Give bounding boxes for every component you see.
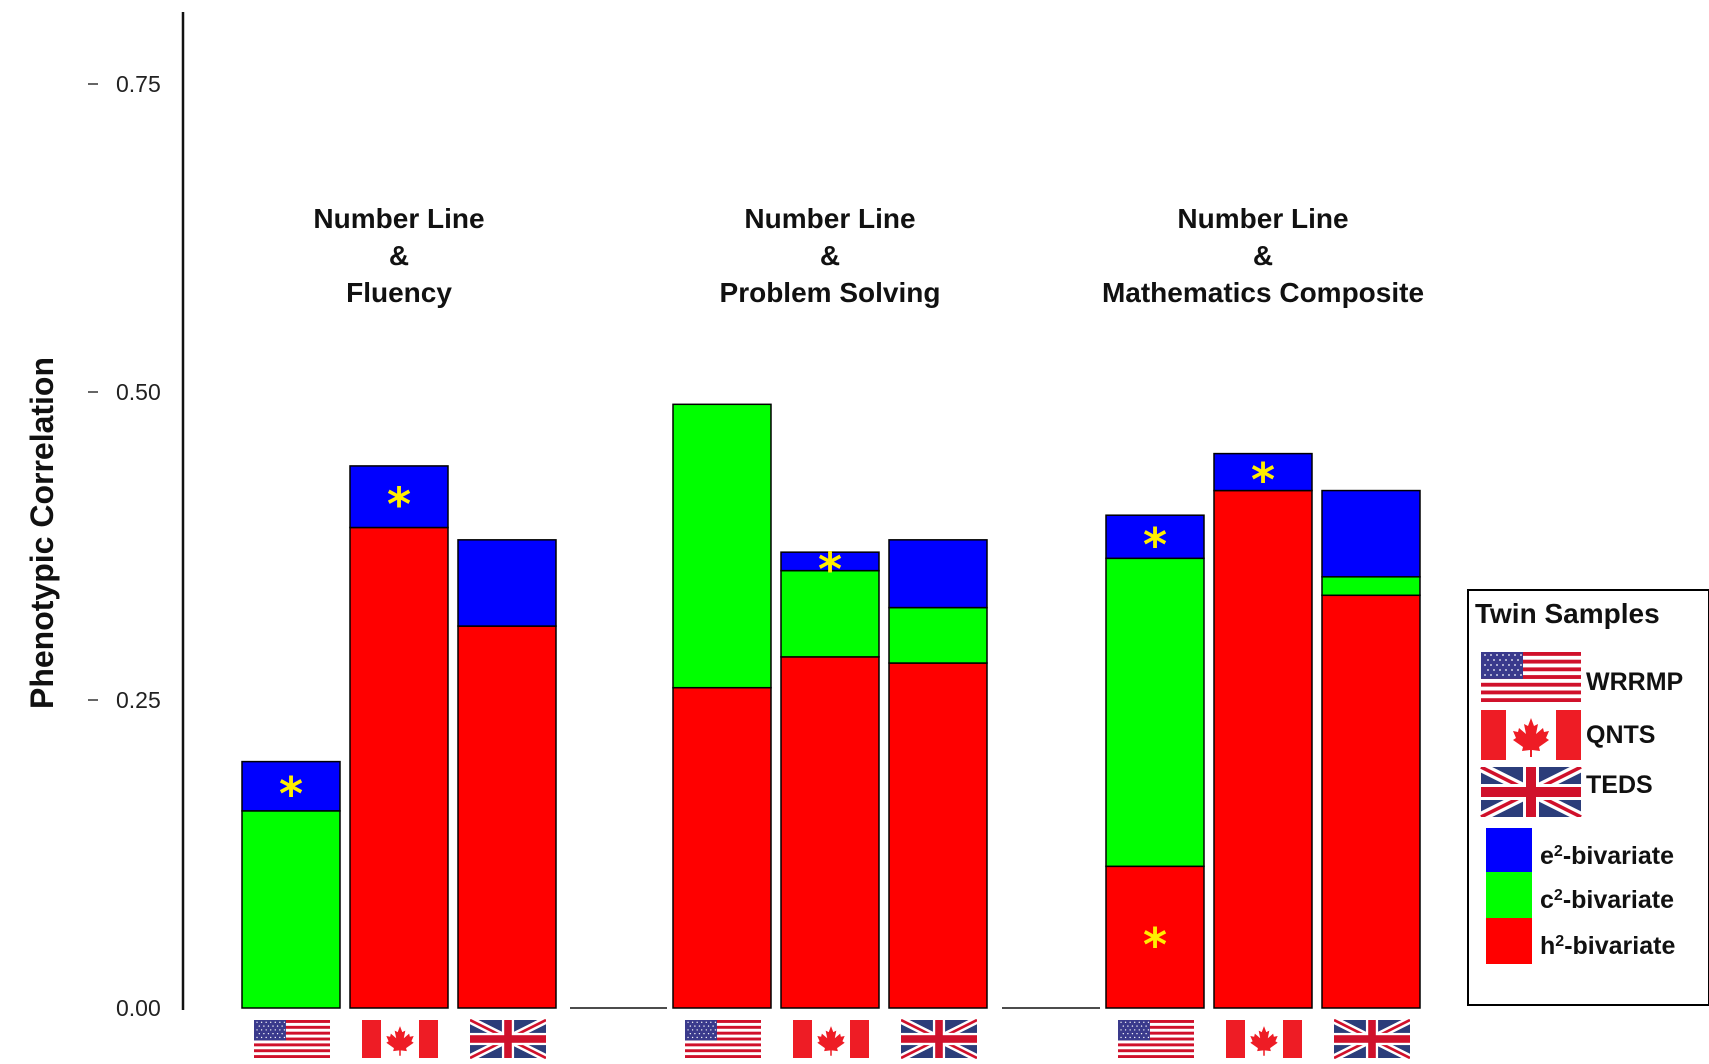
legend: Twin Samples WRRMP QNTS TEDS e2-bivariate c2-… <box>1467 589 1709 1006</box>
group-title-line: & <box>1253 240 1273 271</box>
legend-title: Twin Samples <box>1475 598 1660 629</box>
bar-stack <box>1321 489 1421 1009</box>
bar-segment-e2 <box>1105 514 1205 560</box>
significance-star: * <box>818 542 842 596</box>
legend-component-label: e2-bivariate <box>1540 842 1674 870</box>
group-title-line: Mathematics Composite <box>1102 277 1424 308</box>
x-axis-flags <box>254 1020 1410 1058</box>
canada-flag-icon <box>1226 1020 1302 1058</box>
group-title-line: Fluency <box>346 277 452 308</box>
bar-segment-c2 <box>1321 576 1421 597</box>
uk-flag-icon <box>1334 1020 1410 1058</box>
bar-segment-e2 <box>457 539 557 627</box>
legend-component-label: c2-bivariate <box>1540 886 1674 914</box>
us-flag-icon <box>685 1020 761 1058</box>
bar-stack: * <box>1213 452 1313 1009</box>
group-title-line: Number Line <box>313 203 484 234</box>
significance-star: * <box>1143 518 1167 572</box>
bar-segment-h2 <box>349 526 449 1009</box>
bar-segment-h2 <box>780 656 880 1009</box>
bar-segment-e2 <box>241 760 341 812</box>
legend-sample-label: QNTS <box>1586 721 1655 749</box>
legend-sample-label: WRRMP <box>1586 668 1683 696</box>
uk-flag-icon <box>901 1020 977 1058</box>
legend-swatch-e2 <box>1486 828 1532 874</box>
legend-component-label: h2-bivariate <box>1540 932 1675 960</box>
legend-swatch-h2 <box>1486 918 1532 964</box>
bar-segment-h2 <box>1321 594 1421 1009</box>
bar-segment-e2 <box>888 539 988 609</box>
us-flag-icon <box>254 1020 330 1058</box>
y-tick-label: 0.25 <box>116 687 161 713</box>
y-tick-label: 0.00 <box>116 995 161 1021</box>
bar-segment-e2 <box>1213 452 1313 492</box>
group-title-line: Number Line <box>744 203 915 234</box>
us-flag-icon <box>1481 652 1581 702</box>
bar-stack: * <box>349 465 449 1009</box>
bar-segment-c2 <box>1105 557 1205 868</box>
group-title-line: Problem Solving <box>720 277 941 308</box>
significance-star: * <box>387 478 411 532</box>
significance-star: * <box>1251 453 1275 507</box>
bar-stack: ** <box>1105 514 1205 1009</box>
us-flag-icon <box>1118 1020 1194 1058</box>
legend-sample-label: TEDS <box>1586 771 1653 799</box>
bar-segment-h2 <box>888 662 988 1009</box>
bar-segment-h2 <box>457 625 557 1009</box>
y-axis: 0.00 0.25 0.50 0.75 <box>88 12 1100 1021</box>
bar-stack: * <box>241 760 341 1009</box>
bar-segment-h2 <box>1213 489 1313 1009</box>
legend-swatch-c2 <box>1486 872 1532 918</box>
bar-stack: * <box>780 542 880 1009</box>
y-tick-label: 0.75 <box>116 71 161 97</box>
group-title-line: & <box>820 240 840 271</box>
canada-flag-icon <box>1481 710 1581 760</box>
significance-star: * <box>279 767 303 821</box>
bar-segment-e2 <box>780 551 880 572</box>
uk-flag-icon <box>470 1020 546 1058</box>
bar-segment-c2 <box>888 606 988 664</box>
bars: *** *** <box>241 403 1421 1009</box>
uk-flag-icon <box>1481 767 1581 817</box>
bar-stack <box>672 403 772 1009</box>
group-title-line: Number Line <box>1177 203 1348 234</box>
bar-segment-c2 <box>241 810 341 1009</box>
canada-flag-icon <box>793 1020 869 1058</box>
y-axis-label-group: Phenotypic Correlation <box>24 357 60 709</box>
y-axis-label: Phenotypic Correlation <box>24 357 60 709</box>
y-tick-label: 0.50 <box>116 379 161 405</box>
bar-stack <box>457 539 557 1009</box>
bar-segment-h2 <box>672 686 772 1009</box>
bar-stack <box>888 539 988 1009</box>
bar-segment-e2 <box>1321 489 1421 578</box>
group-title-line: & <box>389 240 409 271</box>
significance-star: * <box>1143 918 1167 972</box>
group-titles: Number Line & Fluency Number Line & Problem S… <box>313 203 1424 308</box>
bar-segment-c2 <box>672 403 772 689</box>
bar-segment-e2 <box>349 465 449 529</box>
canada-flag-icon <box>362 1020 438 1058</box>
